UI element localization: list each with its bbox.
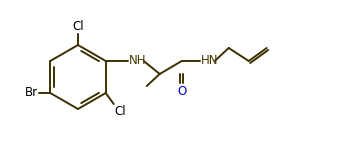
Text: HN: HN: [201, 54, 218, 67]
Text: O: O: [177, 85, 186, 98]
Text: Cl: Cl: [115, 105, 126, 118]
Text: Br: Br: [25, 86, 38, 100]
Text: Cl: Cl: [72, 20, 84, 33]
Text: NH: NH: [129, 54, 146, 67]
